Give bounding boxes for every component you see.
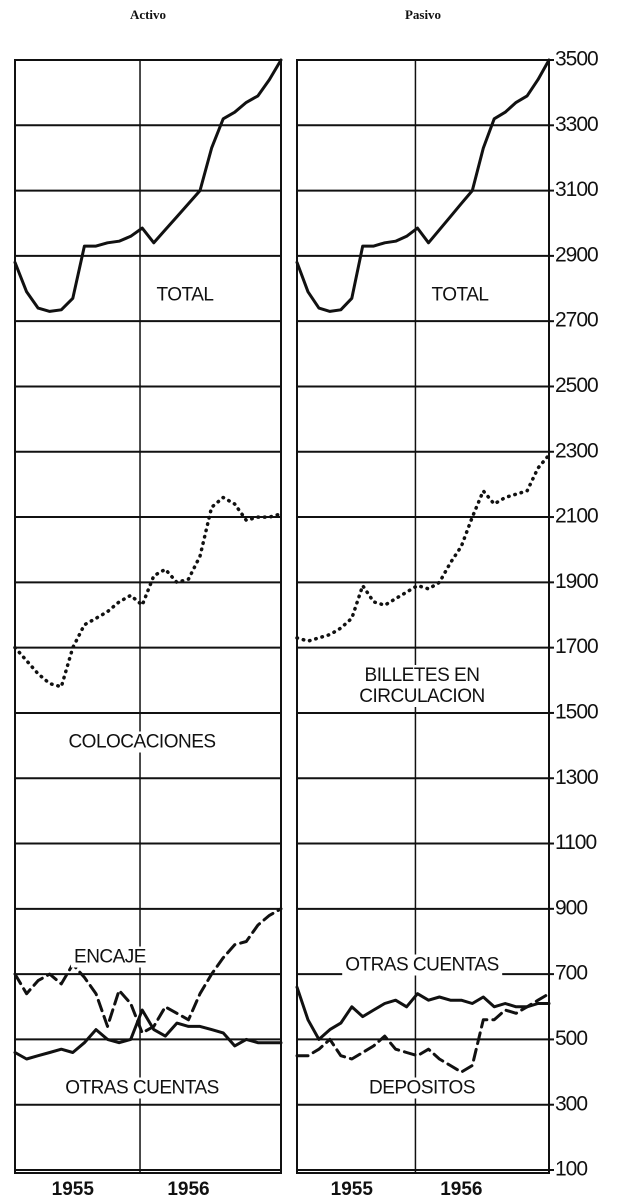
panel-title: Activo xyxy=(130,7,166,22)
series-label: OTRAS CUENTAS xyxy=(62,1077,222,1099)
y-tick-label: 3300 xyxy=(555,113,598,136)
y-tick-label: 700 xyxy=(555,962,587,985)
series-line xyxy=(295,992,551,1074)
series-line xyxy=(13,907,283,1035)
x-tick-label: 1956 xyxy=(167,1179,209,1200)
y-tick-label: 100 xyxy=(555,1158,587,1181)
series-line xyxy=(295,58,551,313)
y-tick-label: 300 xyxy=(555,1092,587,1115)
series-label: DEPOSITOS xyxy=(365,1077,479,1099)
y-tick-label: 2500 xyxy=(555,374,598,397)
series-line xyxy=(13,58,283,313)
series-label: ENCAJE xyxy=(71,946,149,968)
series-label: TOTAL xyxy=(153,284,217,306)
series-label: TOTAL xyxy=(428,284,492,306)
x-tick-label: 1955 xyxy=(331,1179,374,1200)
y-tick-label: 1500 xyxy=(555,700,598,723)
y-tick-label: 3500 xyxy=(555,48,598,71)
y-tick-label: 2900 xyxy=(555,243,598,266)
y-tick-label: 3100 xyxy=(555,178,598,201)
y-tick-label: 2700 xyxy=(555,309,598,332)
series-label: COLOCACIONES xyxy=(65,731,219,753)
x-tick-label: 1955 xyxy=(52,1179,95,1200)
panel-title: Pasivo xyxy=(405,7,441,22)
y-tick-label: 1700 xyxy=(555,635,598,658)
y-tick-label: 2300 xyxy=(555,439,598,462)
series-label: OTRAS CUENTAS xyxy=(342,954,502,976)
panel-frame xyxy=(14,59,282,1174)
x-tick-label: 1956 xyxy=(440,1179,482,1200)
y-tick-label: 2100 xyxy=(555,505,598,528)
series-label: BILLETES EN CIRCULACION xyxy=(344,665,500,707)
y-tick-label: 1900 xyxy=(555,570,598,593)
series-line xyxy=(295,985,551,1041)
y-tick-label: 500 xyxy=(555,1027,587,1050)
series-line xyxy=(13,1008,283,1061)
series-line xyxy=(295,453,551,643)
y-tick-label: 1300 xyxy=(555,766,598,789)
y-tick-label: 900 xyxy=(555,896,587,919)
y-tick-label: 1100 xyxy=(555,831,596,854)
series-line xyxy=(13,495,283,689)
